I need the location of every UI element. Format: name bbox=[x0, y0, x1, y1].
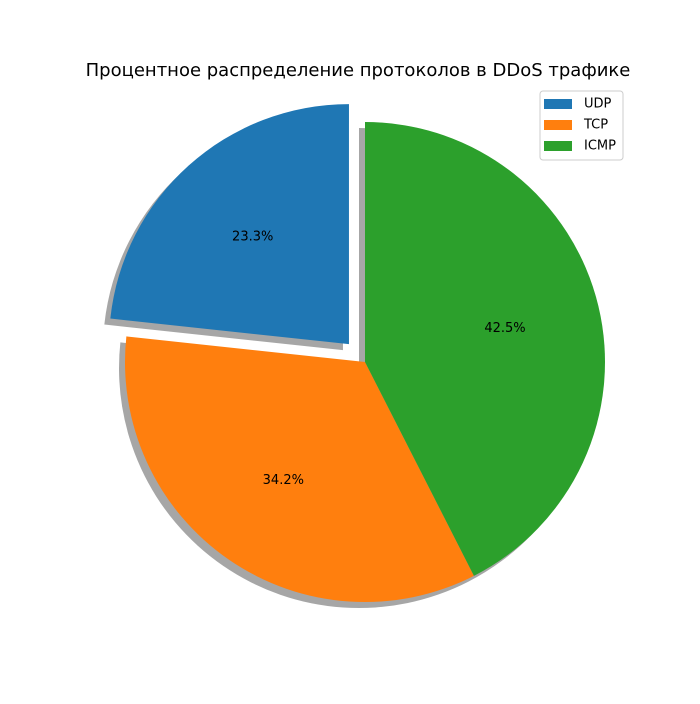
pie-label-icmp: 42.5% bbox=[484, 321, 525, 336]
legend-label-tcp: TCP bbox=[583, 118, 608, 133]
pie-slice-tcp bbox=[125, 336, 474, 602]
slice-layer bbox=[110, 104, 606, 602]
pie-label-tcp: 34.2% bbox=[263, 473, 304, 488]
pie-slice-udp bbox=[110, 104, 349, 345]
legend-swatch-tcp bbox=[544, 120, 572, 130]
label-layer: 23.3% 34.2% 42.5% bbox=[232, 230, 526, 489]
legend-label-udp: UDP bbox=[584, 97, 612, 112]
pie-label-udp: 23.3% bbox=[232, 230, 273, 245]
legend-swatch-udp bbox=[544, 99, 572, 109]
pie-slice-icmp bbox=[365, 122, 606, 576]
legend: UDP TCP ICMP bbox=[539, 90, 624, 161]
legend-swatch-icmp bbox=[544, 141, 572, 151]
chart-title: Процентное распределение протоколов в DD… bbox=[86, 60, 631, 81]
legend-label-icmp: ICMP bbox=[584, 139, 616, 154]
